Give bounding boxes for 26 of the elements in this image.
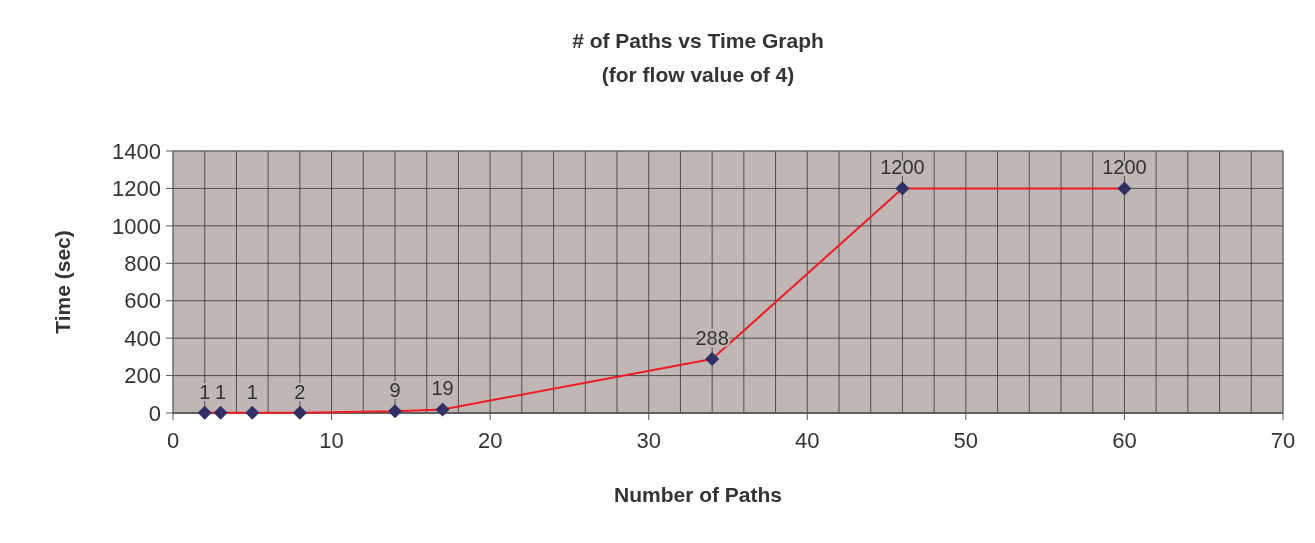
data-label: 1 (215, 380, 227, 403)
data-label: 2 (294, 380, 306, 403)
data-label: 288 (695, 327, 729, 350)
x-tick-label: 0 (166, 428, 180, 453)
x-tick-label: 20 (477, 428, 503, 453)
y-tick-label: 1400 (112, 138, 161, 164)
y-tick-label: 600 (124, 288, 161, 314)
y-tick-label: 200 (124, 363, 161, 389)
y-axis-title: Time (sec) (51, 230, 74, 334)
x-tick-label: 30 (636, 428, 661, 453)
x-axis-title: Number of Paths (613, 483, 783, 506)
y-tick-label: 0 (148, 400, 161, 426)
x-tick-label: 70 (1270, 428, 1296, 453)
x-tick-label: 60 (1112, 428, 1137, 453)
y-tick-label: 1200 (112, 176, 161, 202)
data-label: 1 (246, 380, 258, 403)
chart-title: # of Paths vs Time Graph (572, 29, 824, 52)
chart-subtitle: (for flow value of 4) (601, 63, 795, 86)
x-tick-label: 40 (795, 428, 820, 453)
y-tick-label: 800 (124, 250, 161, 276)
data-label: 9 (389, 379, 401, 402)
y-tick-label: 400 (124, 325, 161, 351)
x-tick-label: 50 (953, 428, 979, 453)
x-tick-label: 10 (319, 428, 344, 453)
y-tick-label: 1000 (112, 213, 161, 239)
data-label: 19 (431, 377, 454, 400)
